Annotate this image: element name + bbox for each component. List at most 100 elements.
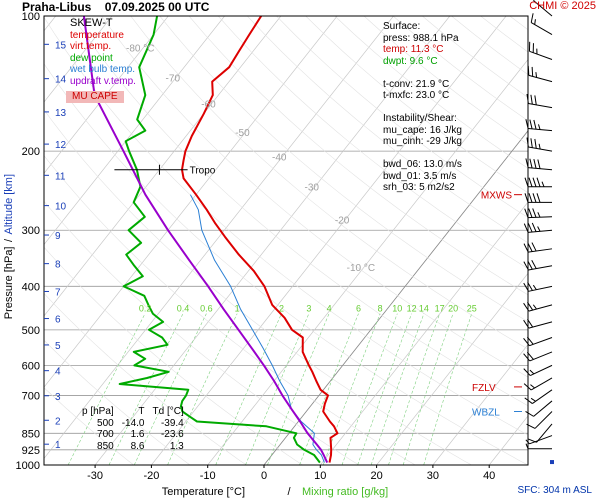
dry-adiabat-line <box>72 16 528 407</box>
isotherm-label: -20 <box>335 216 350 227</box>
dry-adiabat-line <box>44 63 528 465</box>
mixing-ratio-label: 14 <box>419 304 429 314</box>
x-tick-label: -10 <box>200 470 216 482</box>
wind-barb-half <box>541 181 545 187</box>
surface-info-line: dwpt: 9.6 °C <box>383 55 438 67</box>
y-axis-label-group: Pressure [hPa] / Altitude [km] <box>3 174 15 319</box>
isotherm-line <box>151 16 507 465</box>
x-axis-label: Temperature [°C] <box>162 486 245 498</box>
table-cell: 500 <box>97 417 114 429</box>
wind-barb <box>523 259 553 271</box>
surface-info-line: t-mxfc: 23.0 °C <box>383 90 450 101</box>
mixing-ratio-label: 0.2 <box>139 304 152 314</box>
wind-barb-half <box>530 397 536 402</box>
mixing-ratio-line <box>388 313 440 465</box>
wind-barb-flag <box>531 66 534 77</box>
wind-barb-flag <box>528 177 533 187</box>
isotherm-line <box>432 344 528 465</box>
wind-barb-flag <box>528 208 533 218</box>
tropopause-label: Tropo <box>190 166 216 177</box>
wind-barb <box>525 119 553 132</box>
wind-barb-staff <box>529 435 553 445</box>
series-line-wet-bulb-temp- <box>189 194 325 463</box>
wind-barb <box>523 301 553 312</box>
wind-barb-flag <box>527 242 533 252</box>
mixing-ratio-line <box>299 313 359 465</box>
pressure-tick-label: 700 <box>22 390 40 402</box>
table-header: p [hPa] <box>82 406 114 417</box>
wind-barb <box>523 242 553 253</box>
datetime-label: 07.09.2025 00 UTC <box>104 0 210 14</box>
level-label-mxws: MXWS <box>481 191 512 202</box>
surface-info-line: press: 988.1 hPa <box>383 32 459 44</box>
wind-barb-flag <box>533 119 537 130</box>
wind-barb <box>523 364 553 376</box>
zero-isotherm-line <box>263 130 528 465</box>
surface-info-line: Instability/Shear: <box>383 113 457 124</box>
x-tick-label: 30 <box>427 470 439 482</box>
isotherm-label: -80 °C <box>126 44 154 55</box>
wind-barb-flag <box>537 159 541 169</box>
y-axis-label-2: Altitude [km] <box>3 174 15 235</box>
pressure-tick-label: 200 <box>22 146 40 158</box>
level-label-fzlv: FZLV <box>472 383 496 394</box>
wind-barb-flag <box>531 222 537 232</box>
altitude-tick-label: 12 <box>55 140 67 151</box>
wind-barb-half <box>529 369 535 375</box>
y-axis-label: Pressure [hPa] <box>3 247 15 320</box>
wind-barb-flag <box>525 119 529 129</box>
altitude-tick-label: 1 <box>55 440 61 451</box>
wind-barb <box>523 336 553 347</box>
wind-barb-flag <box>524 208 529 218</box>
surface-info-line: mu_cape: 16 J/kg <box>383 124 462 136</box>
table-row: 500 -14.0 -39.4 <box>78 418 188 430</box>
altitude-tick-label: 2 <box>55 416 61 427</box>
table-cell: 1.3 <box>169 440 184 452</box>
legend-item: temperature <box>70 29 124 41</box>
wind-barb <box>525 158 553 171</box>
pressure-tick-label: 600 <box>22 360 40 372</box>
wind-barb-half <box>534 19 536 25</box>
wind-barb-half <box>537 226 541 232</box>
wind-barb <box>533 0 553 17</box>
mixing-ratio-label: 0.6 <box>200 304 213 314</box>
wind-barb-staff <box>529 337 553 347</box>
wind-barb-staff <box>533 0 553 17</box>
wind-barb-flag <box>532 208 537 218</box>
dry-adiabat-line <box>101 16 528 378</box>
x-tick-label: -30 <box>87 470 103 482</box>
mixing-ratio-label: 10 <box>392 304 402 314</box>
surface-info-line <box>383 102 462 114</box>
legend-item: virt.temp. <box>70 41 112 52</box>
wind-barb-half <box>538 124 541 130</box>
surface-info-line <box>383 148 462 160</box>
wind-barb-flag <box>525 410 534 417</box>
chart-title: Praha-Libus 07.09.2025 00 UTC <box>22 0 209 14</box>
mixing-ratio-label: 2 <box>279 304 284 314</box>
wind-barb-flag <box>532 193 537 203</box>
x-tick-label: -20 <box>143 470 159 482</box>
wind-barb-flag <box>530 94 533 105</box>
surface-info-line: srh_03: 5 m2/s2 <box>383 182 455 193</box>
wind-barb <box>523 318 553 329</box>
wind-barb <box>528 41 553 60</box>
surface-info-line: mu_cinh: -29 J/kg <box>383 136 462 147</box>
wind-barb <box>526 137 553 152</box>
surface-info-line: t-conv: 21.9 °C <box>383 78 450 90</box>
wind-barb-flag <box>529 158 533 169</box>
x-axis-label-2: Mixing ratio [g/kg] <box>302 486 388 498</box>
plot-frame <box>43 15 529 466</box>
x-tick-label: 40 <box>483 470 495 482</box>
dry-adiabat-line <box>44 155 416 465</box>
mixing-ratio-line <box>215 313 282 465</box>
altitude-tick-label: 14 <box>55 75 67 86</box>
altitude-tick-label: 13 <box>55 108 67 119</box>
wind-barb-flag <box>523 383 532 391</box>
wind-barb-staff <box>528 248 553 253</box>
series-line-updraft-v-temp- <box>82 16 329 464</box>
mixing-ratio-label: 6 <box>356 304 361 314</box>
table-cell: 850 <box>97 440 114 452</box>
isotherm-label: -10 °C <box>347 263 375 274</box>
wind-barb-flag <box>530 138 533 148</box>
